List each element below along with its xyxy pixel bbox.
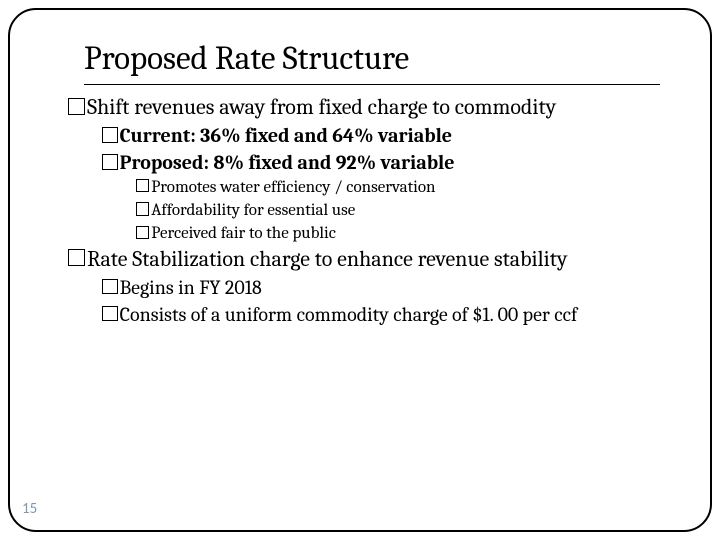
bullet-l1: Rate Stabilization charge to enhance rev… [68, 247, 670, 273]
bullet-text: Consists of a uniform commodity charge o… [120, 303, 578, 326]
square-bullet-icon [102, 154, 118, 170]
bullet-text: Begins in FY 2018 [120, 276, 262, 299]
bullet-l2: Current: 36% fixed and 64% variable [102, 123, 670, 148]
square-bullet-icon [68, 249, 85, 266]
bullet-text: Affordability for essential use [151, 201, 355, 220]
square-bullet-icon [68, 98, 85, 115]
bullet-text: Promotes water efficiency / conservation [151, 178, 435, 197]
bullet-l2: Consists of a uniform commodity charge o… [102, 302, 670, 327]
square-bullet-icon [136, 179, 149, 192]
bullet-l2: Begins in FY 2018 [102, 275, 670, 300]
bullet-l3: Perceived fair to the public [136, 223, 670, 244]
square-bullet-icon [136, 202, 149, 215]
bullet-l2: Proposed: 8% fixed and 92% variable [102, 150, 670, 175]
bullet-text: Perceived fair to the public [151, 224, 336, 243]
slide-title: Proposed Rate Structure [84, 40, 660, 85]
bullet-text: Shift revenues away from fixed charge to… [87, 94, 556, 120]
square-bullet-icon [102, 127, 118, 143]
square-bullet-icon [102, 279, 118, 295]
square-bullet-icon [136, 226, 149, 239]
square-bullet-icon [102, 306, 118, 322]
slide-frame: Proposed Rate Structure Shift revenues a… [8, 8, 712, 532]
bullet-l3: Affordability for essential use [136, 200, 670, 221]
bullet-l3: Promotes water efficiency / conservation [136, 177, 670, 198]
page-number: 15 [22, 500, 37, 518]
bullet-text: Current: 36% fixed and 64% variable [120, 124, 452, 147]
bullet-l1: Shift revenues away from fixed charge to… [68, 95, 670, 121]
bullet-text: Rate Stabilization charge to enhance rev… [87, 246, 567, 272]
bullet-text: Proposed: 8% fixed and 92% variable [120, 151, 455, 174]
slide: Proposed Rate Structure Shift revenues a… [0, 0, 720, 540]
